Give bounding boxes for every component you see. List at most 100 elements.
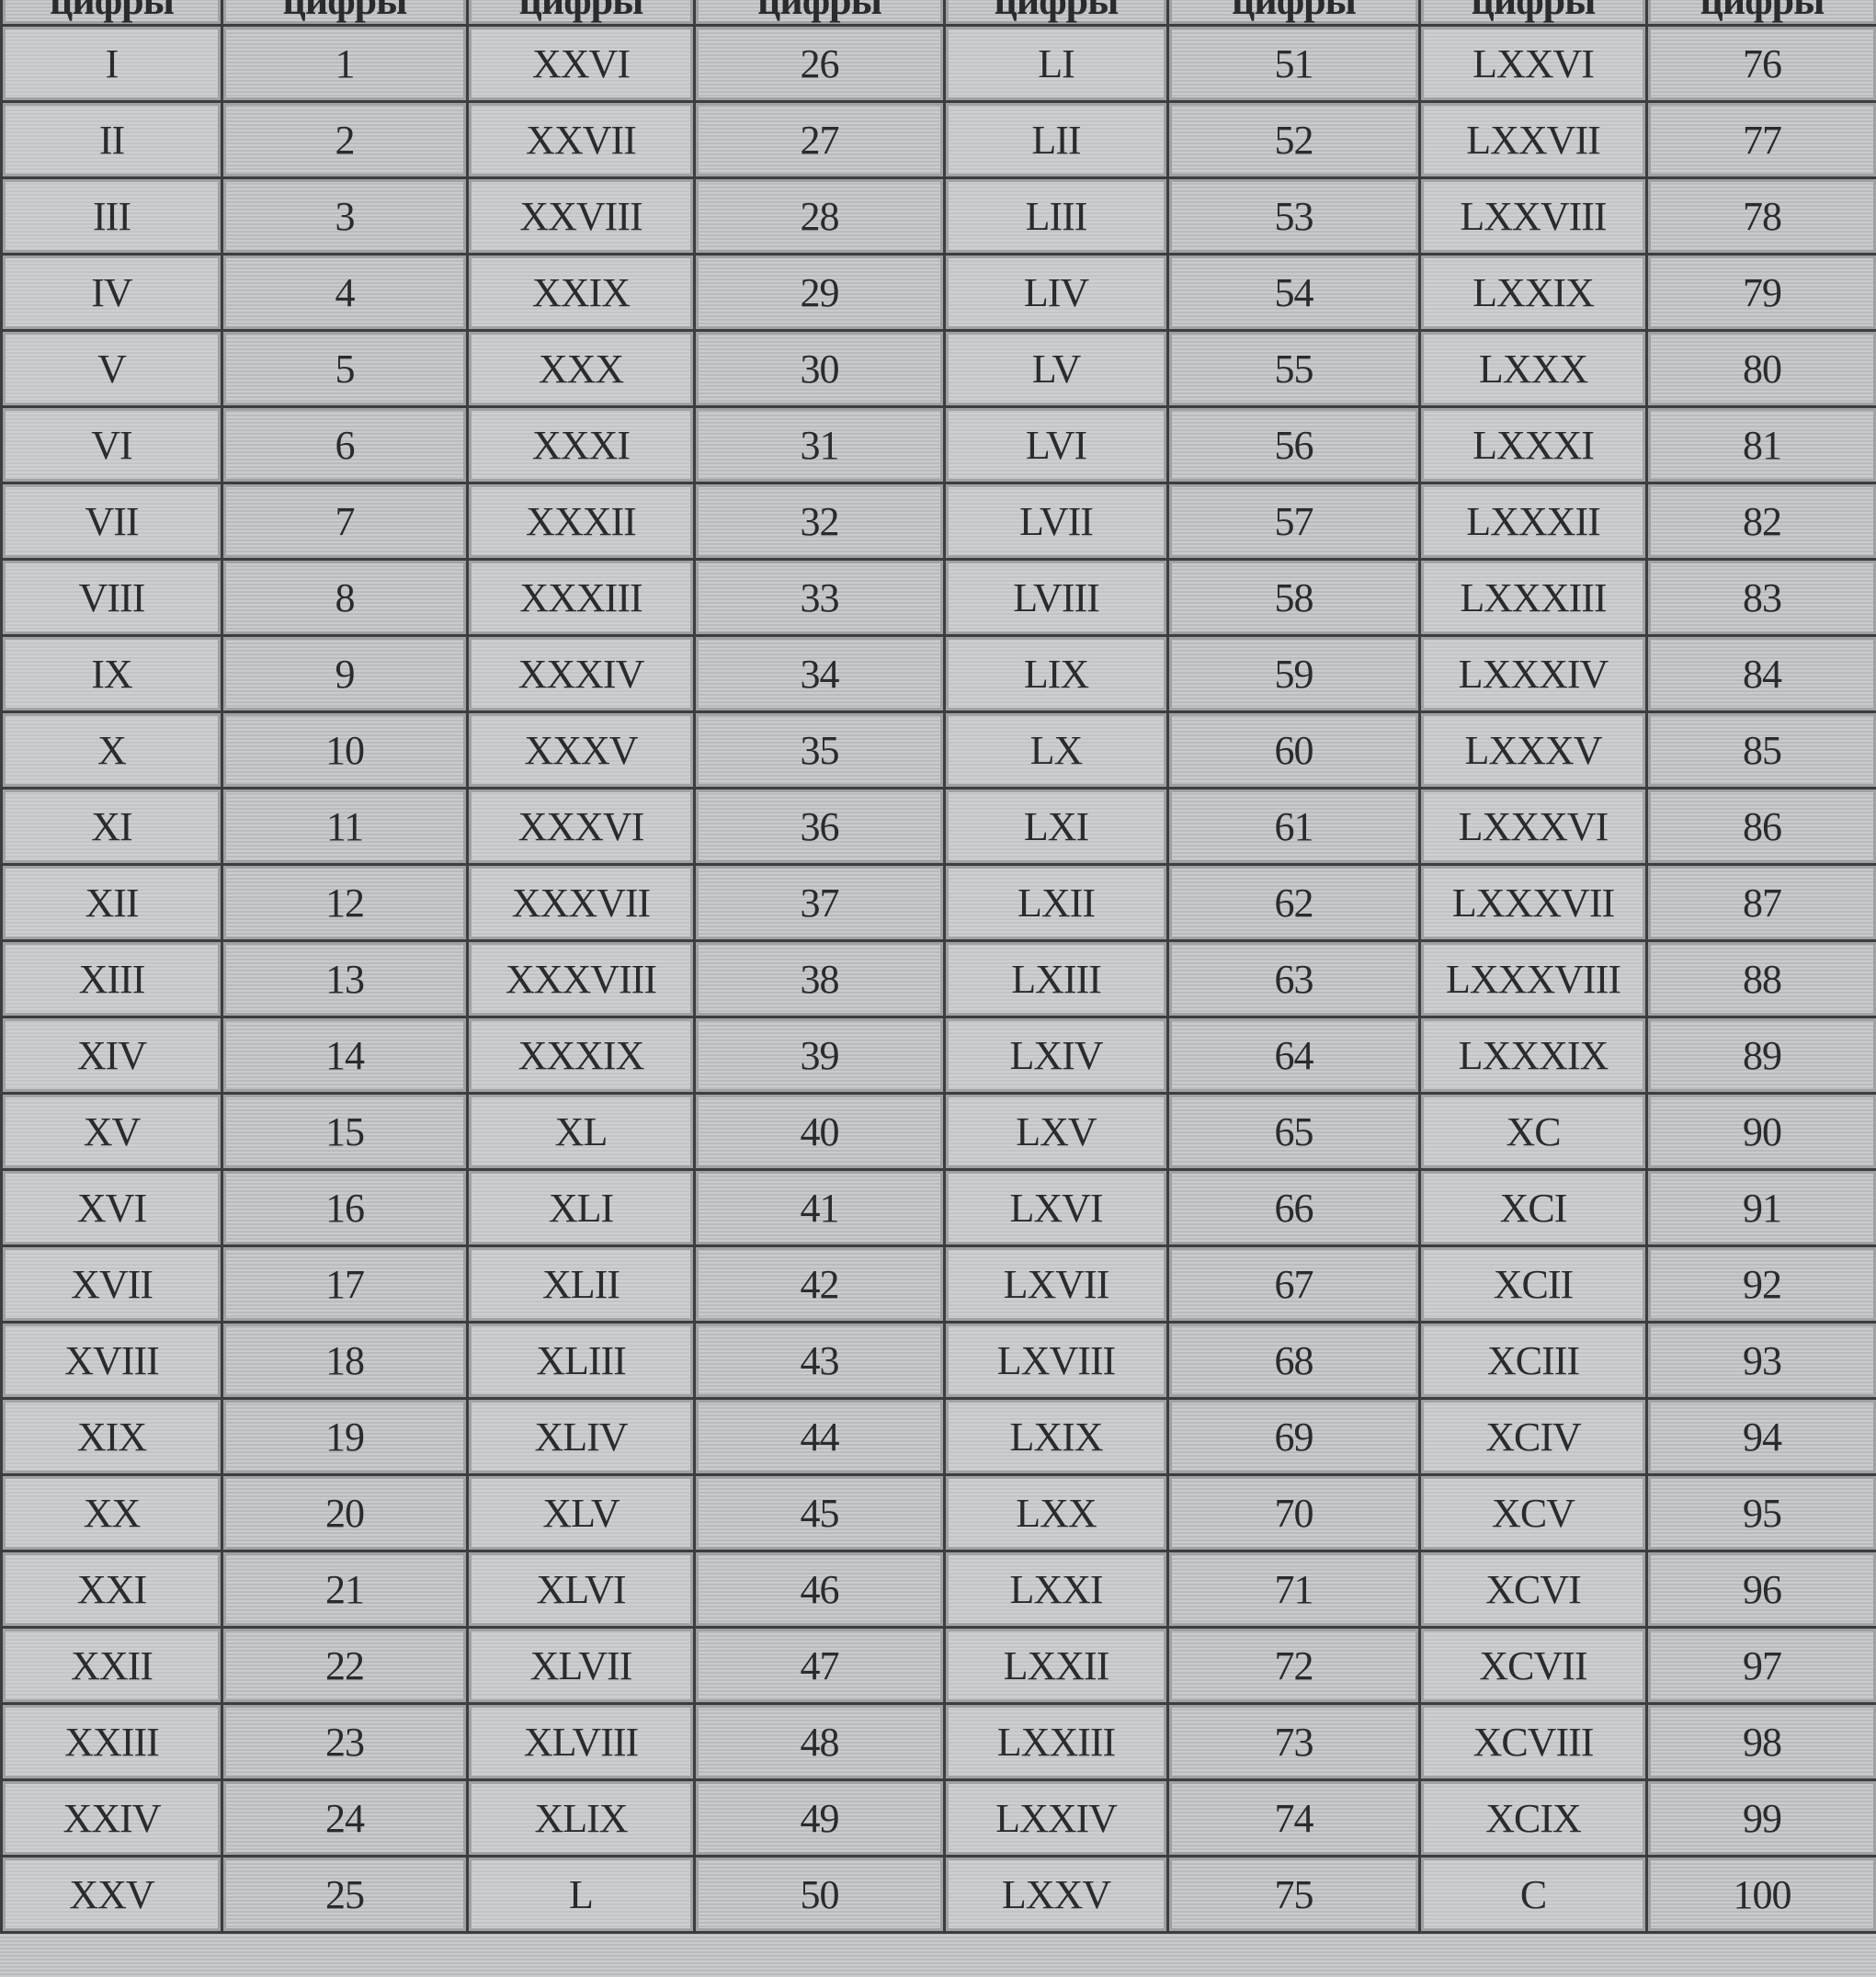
roman-numeral-cell[interactable]: LXX (943, 1473, 1169, 1552)
arabic-number-cell[interactable]: 83 (1645, 558, 1876, 637)
arabic-number-cell[interactable]: 98 (1645, 1702, 1876, 1781)
roman-numeral-cell[interactable]: V (0, 329, 223, 408)
roman-numeral-cell[interactable]: LXXVIII (1418, 176, 1648, 256)
arabic-number-cell[interactable]: 86 (1645, 787, 1876, 866)
arabic-number-cell[interactable]: 16 (221, 1168, 469, 1247)
arabic-number-cell[interactable]: 22 (221, 1626, 469, 1705)
arabic-number-cell[interactable]: 39 (693, 1016, 946, 1095)
roman-numeral-cell[interactable]: LXI (943, 787, 1169, 866)
roman-numeral-cell[interactable]: XVII (0, 1244, 223, 1324)
roman-numeral-cell[interactable]: XIV (0, 1016, 223, 1095)
roman-numeral-cell[interactable]: XXVII (466, 100, 696, 179)
arabic-number-cell[interactable]: 57 (1166, 482, 1421, 561)
arabic-number-cell[interactable]: 51 (1166, 24, 1421, 103)
roman-numeral-cell[interactable]: XV (0, 1092, 223, 1171)
roman-numeral-cell[interactable]: LI (943, 24, 1169, 103)
roman-numeral-cell[interactable]: LVI (943, 405, 1169, 484)
arabic-number-cell[interactable]: 47 (693, 1626, 946, 1705)
arabic-number-cell[interactable]: 100 (1645, 1855, 1876, 1934)
roman-numeral-cell[interactable]: XL (466, 1092, 696, 1171)
arabic-number-cell[interactable]: 31 (693, 405, 946, 484)
arabic-number-cell[interactable]: 41 (693, 1168, 946, 1247)
roman-numeral-cell[interactable]: XLVI (466, 1550, 696, 1629)
arabic-number-cell[interactable]: 33 (693, 558, 946, 637)
roman-numeral-cell[interactable]: LXII (943, 863, 1169, 942)
roman-numeral-cell[interactable]: XXVI (466, 24, 696, 103)
roman-numeral-cell[interactable]: LXXVI (1418, 24, 1648, 103)
roman-numeral-cell[interactable]: LIV (943, 253, 1169, 332)
arabic-number-cell[interactable]: 6 (221, 405, 469, 484)
roman-numeral-cell[interactable]: XVIII (0, 1321, 223, 1400)
roman-numeral-cell[interactable]: III (0, 176, 223, 256)
roman-numeral-cell[interactable]: LXXII (943, 1626, 1169, 1705)
roman-numeral-cell[interactable]: XLIV (466, 1397, 696, 1476)
arabic-number-cell[interactable]: 34 (693, 634, 946, 713)
roman-numeral-cell[interactable]: XCIV (1418, 1397, 1648, 1476)
roman-numeral-cell[interactable]: XC (1418, 1092, 1648, 1171)
arabic-number-cell[interactable]: 95 (1645, 1473, 1876, 1552)
roman-numeral-cell[interactable]: LXXXV (1418, 710, 1648, 790)
arabic-number-cell[interactable]: 1 (221, 24, 469, 103)
arabic-number-cell[interactable]: 84 (1645, 634, 1876, 713)
roman-numeral-cell[interactable]: VII (0, 482, 223, 561)
arabic-number-cell[interactable]: 43 (693, 1321, 946, 1400)
arabic-number-cell[interactable]: 66 (1166, 1168, 1421, 1247)
arabic-number-cell[interactable]: 27 (693, 100, 946, 179)
roman-numeral-cell[interactable]: XCIII (1418, 1321, 1648, 1400)
roman-numeral-cell[interactable]: XLI (466, 1168, 696, 1247)
roman-numeral-cell[interactable]: LXXIII (943, 1702, 1169, 1781)
arabic-number-cell[interactable]: 89 (1645, 1016, 1876, 1095)
roman-numeral-cell[interactable]: XCVI (1418, 1550, 1648, 1629)
roman-numeral-cell[interactable]: XLIX (466, 1778, 696, 1858)
arabic-number-cell[interactable]: 63 (1166, 939, 1421, 1018)
arabic-number-cell[interactable]: 77 (1645, 100, 1876, 179)
roman-numeral-cell[interactable]: LXXIX (1418, 253, 1648, 332)
roman-numeral-cell[interactable]: LVII (943, 482, 1169, 561)
roman-numeral-cell[interactable]: LXXVII (1418, 100, 1648, 179)
arabic-number-cell[interactable]: 81 (1645, 405, 1876, 484)
arabic-number-cell[interactable]: 72 (1166, 1626, 1421, 1705)
roman-numeral-cell[interactable]: XXXIV (466, 634, 696, 713)
roman-numeral-cell[interactable]: C (1418, 1855, 1648, 1934)
arabic-number-cell[interactable]: 68 (1166, 1321, 1421, 1400)
roman-numeral-cell[interactable]: XVI (0, 1168, 223, 1247)
arabic-number-cell[interactable]: 91 (1645, 1168, 1876, 1247)
roman-numeral-cell[interactable]: LXXXII (1418, 482, 1648, 561)
arabic-number-cell[interactable]: 49 (693, 1778, 946, 1858)
roman-numeral-cell[interactable]: LXXV (943, 1855, 1169, 1934)
roman-numeral-cell[interactable]: XII (0, 863, 223, 942)
roman-numeral-cell[interactable]: LXXXIII (1418, 558, 1648, 637)
arabic-number-cell[interactable]: 36 (693, 787, 946, 866)
roman-numeral-cell[interactable]: LXXX (1418, 329, 1648, 408)
roman-numeral-cell[interactable]: LVIII (943, 558, 1169, 637)
arabic-number-cell[interactable]: 14 (221, 1016, 469, 1095)
arabic-number-cell[interactable]: 21 (221, 1550, 469, 1629)
arabic-number-cell[interactable]: 82 (1645, 482, 1876, 561)
arabic-number-cell[interactable]: 52 (1166, 100, 1421, 179)
arabic-number-cell[interactable]: 26 (693, 24, 946, 103)
roman-numeral-cell[interactable]: L (466, 1855, 696, 1934)
arabic-number-cell[interactable]: 18 (221, 1321, 469, 1400)
arabic-number-cell[interactable]: 76 (1645, 24, 1876, 103)
roman-numeral-cell[interactable]: LXV (943, 1092, 1169, 1171)
arabic-number-cell[interactable]: 62 (1166, 863, 1421, 942)
roman-numeral-cell[interactable]: XCVII (1418, 1626, 1648, 1705)
arabic-number-cell[interactable]: 60 (1166, 710, 1421, 790)
arabic-number-cell[interactable]: 24 (221, 1778, 469, 1858)
arabic-number-cell[interactable]: 65 (1166, 1092, 1421, 1171)
roman-numeral-cell[interactable]: XCI (1418, 1168, 1648, 1247)
roman-numeral-cell[interactable]: XXXI (466, 405, 696, 484)
roman-numeral-cell[interactable]: LXXIV (943, 1778, 1169, 1858)
arabic-number-cell[interactable]: 23 (221, 1702, 469, 1781)
arabic-number-cell[interactable]: 28 (693, 176, 946, 256)
arabic-number-cell[interactable]: 19 (221, 1397, 469, 1476)
arabic-number-cell[interactable]: 55 (1166, 329, 1421, 408)
arabic-number-cell[interactable]: 94 (1645, 1397, 1876, 1476)
roman-numeral-cell[interactable]: XXIV (0, 1778, 223, 1858)
roman-numeral-cell[interactable]: II (0, 100, 223, 179)
arabic-number-cell[interactable]: 54 (1166, 253, 1421, 332)
arabic-number-cell[interactable]: 61 (1166, 787, 1421, 866)
roman-numeral-cell[interactable]: XXXIX (466, 1016, 696, 1095)
roman-numeral-cell[interactable]: LIII (943, 176, 1169, 256)
arabic-number-cell[interactable]: 2 (221, 100, 469, 179)
